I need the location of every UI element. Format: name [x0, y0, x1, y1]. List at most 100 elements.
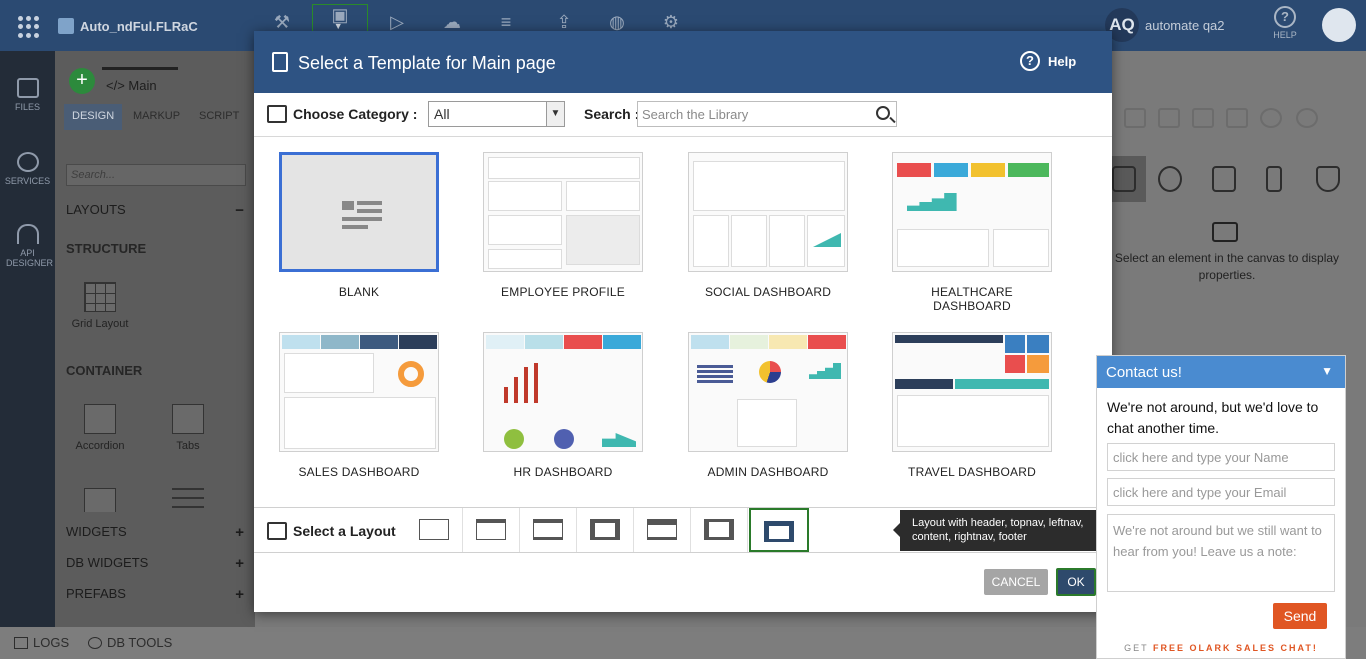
expand-icon[interactable]: + — [235, 586, 244, 603]
widget-list[interactable] — [68, 488, 132, 512]
chevron-down-icon: ▼ — [333, 21, 343, 31]
preview-icon[interactable]: ▷ — [390, 12, 404, 32]
template-sales-dashboard[interactable]: SALES DASHBOARD — [279, 332, 439, 479]
export-icon[interactable]: ⇪ — [556, 12, 572, 32]
chat-header[interactable]: Contact us! ▼ — [1097, 356, 1345, 388]
pencil-icon[interactable] — [1112, 166, 1136, 192]
template-travel-dashboard[interactable]: TRAVEL DASHBOARD — [892, 332, 1052, 479]
build-icon[interactable]: ⚒ — [273, 12, 291, 32]
template-name: BLANK — [338, 285, 380, 299]
tab-main[interactable]: </> Main — [102, 67, 178, 99]
template-thumbnail — [892, 152, 1052, 272]
deploy-icon[interactable]: ☁ — [443, 12, 461, 32]
rail-label: FILES — [14, 102, 40, 112]
project-selector[interactable]: Auto_ndFul.FLRaC ▼ — [58, 14, 343, 38]
section-structure: STRUCTURE — [66, 241, 147, 256]
api-designer-icon — [16, 224, 39, 244]
db-tools-button[interactable]: DB TOOLS — [88, 635, 172, 650]
collapse-icon[interactable]: − — [235, 202, 244, 219]
paste-icon[interactable] — [1192, 108, 1214, 128]
section-label: WIDGETS — [66, 524, 127, 539]
cancel-button[interactable]: CANCEL — [984, 569, 1048, 595]
section-widgets[interactable]: + WIDGETS — [66, 524, 244, 541]
widget-accordion[interactable]: Accordion — [68, 404, 132, 452]
template-employee-profile[interactable]: EMPLOYEE PROFILE — [483, 152, 643, 299]
layout-option-6[interactable] — [691, 508, 748, 552]
chat-email-input[interactable]: click here and type your Email — [1107, 478, 1335, 506]
chat-widget: Contact us! ▼ We're not around, but we'd … — [1096, 355, 1346, 659]
section-label: PREFABS — [66, 586, 126, 601]
widget-search-input[interactable]: Search... — [66, 164, 246, 186]
database-icon[interactable]: ≡ — [500, 12, 512, 32]
layout-preview — [647, 519, 677, 540]
template-healthcare-dashboard[interactable]: HEALTHCARE DASHBOARD — [892, 152, 1052, 313]
layout-option-2[interactable] — [463, 508, 520, 552]
chat-name-input[interactable]: click here and type your Name — [1107, 443, 1335, 471]
layout-option-7[interactable] — [749, 508, 809, 552]
theme-icon[interactable]: ◍ — [609, 12, 625, 32]
template-social-dashboard[interactable]: SOCIAL DASHBOARD — [688, 152, 848, 299]
undo-icon[interactable] — [1260, 108, 1282, 128]
template-name: HEALTHCARE DASHBOARD — [931, 285, 1013, 313]
settings-icon[interactable]: ⚙ — [662, 12, 680, 32]
help-label: HELP — [1273, 30, 1297, 40]
logs-button[interactable]: LOGS — [14, 635, 69, 650]
chat-title: Contact us! — [1106, 364, 1182, 381]
template-thumbnail — [688, 152, 848, 272]
rail-item-api-designer[interactable]: API DESIGNER — [0, 224, 55, 268]
copy-icon[interactable] — [1158, 108, 1180, 128]
help-button[interactable]: ? HELP — [1268, 6, 1302, 40]
help-icon: ? — [1020, 51, 1040, 71]
style-icon[interactable] — [1158, 166, 1182, 192]
layout-option-4[interactable] — [577, 508, 634, 552]
layout-option-3[interactable] — [520, 508, 577, 552]
chevron-down-icon[interactable]: ▼ — [1321, 364, 1333, 378]
cut-icon[interactable] — [1124, 108, 1146, 128]
expand-icon[interactable]: + — [235, 555, 244, 572]
template-thumbnail — [483, 332, 643, 452]
layout-option-1[interactable] — [406, 508, 463, 552]
dialog-help-button[interactable]: ? Help — [1020, 51, 1076, 71]
category-select[interactable]: All ▼ — [428, 101, 565, 127]
section-prefabs[interactable]: + PREFABS — [66, 586, 244, 603]
add-page-button[interactable]: + — [69, 68, 95, 94]
tab-markup[interactable]: MARKUP — [133, 110, 181, 122]
rail-item-services[interactable]: SERVICES — [0, 152, 55, 186]
template-hr-dashboard[interactable]: HR DASHBOARD — [483, 332, 643, 479]
template-name: EMPLOYEE PROFILE — [501, 285, 625, 299]
user-menu[interactable]: AQ automate qa2 — [1105, 8, 1225, 42]
widget-menu[interactable] — [156, 488, 220, 512]
widget-grid-layout[interactable]: Grid Layout — [68, 282, 132, 330]
template-search-input[interactable]: Search the Library — [637, 101, 897, 127]
layout-preview — [764, 521, 794, 542]
section-layouts[interactable]: − LAYOUTS — [66, 202, 244, 219]
template-admin-dashboard[interactable]: ADMIN DASHBOARD — [688, 332, 848, 479]
layout-option-5[interactable] — [634, 508, 691, 552]
section-db-widgets[interactable]: + DB WIDGETS — [66, 555, 244, 572]
rail-item-files[interactable]: FILES — [0, 78, 55, 112]
apps-grid-icon[interactable] — [18, 16, 40, 38]
chat-note-textarea[interactable]: We're not around but we still want to he… — [1107, 514, 1335, 592]
template-blank[interactable]: BLANK — [279, 152, 439, 299]
chevron-down-icon: ▼ — [546, 102, 564, 126]
widget-tabs[interactable]: Tabs — [156, 404, 220, 452]
logs-icon — [14, 636, 28, 649]
events-icon[interactable] — [1212, 166, 1236, 192]
left-rail — [0, 51, 55, 627]
search-icon[interactable] — [876, 106, 890, 120]
ok-button[interactable]: OK — [1056, 568, 1096, 596]
template-thumbnail — [279, 332, 439, 452]
tab-script[interactable]: SCRIPT — [199, 110, 240, 122]
delete-icon[interactable] — [1226, 108, 1248, 128]
chat-message: We're not around, but we'd love to chat … — [1107, 399, 1319, 436]
footer-link[interactable]: FREE OLARK SALES CHAT! — [1153, 643, 1318, 653]
template-thumbnail — [483, 152, 643, 272]
menu-icon — [172, 488, 204, 512]
security-icon[interactable] — [1316, 166, 1340, 192]
send-button[interactable]: Send — [1273, 603, 1327, 629]
redo-icon[interactable] — [1296, 108, 1318, 128]
tab-design[interactable]: DESIGN — [64, 104, 123, 130]
device-icon[interactable] — [1266, 166, 1282, 192]
expand-icon[interactable]: + — [235, 524, 244, 541]
widget-label: Tabs — [176, 440, 200, 452]
